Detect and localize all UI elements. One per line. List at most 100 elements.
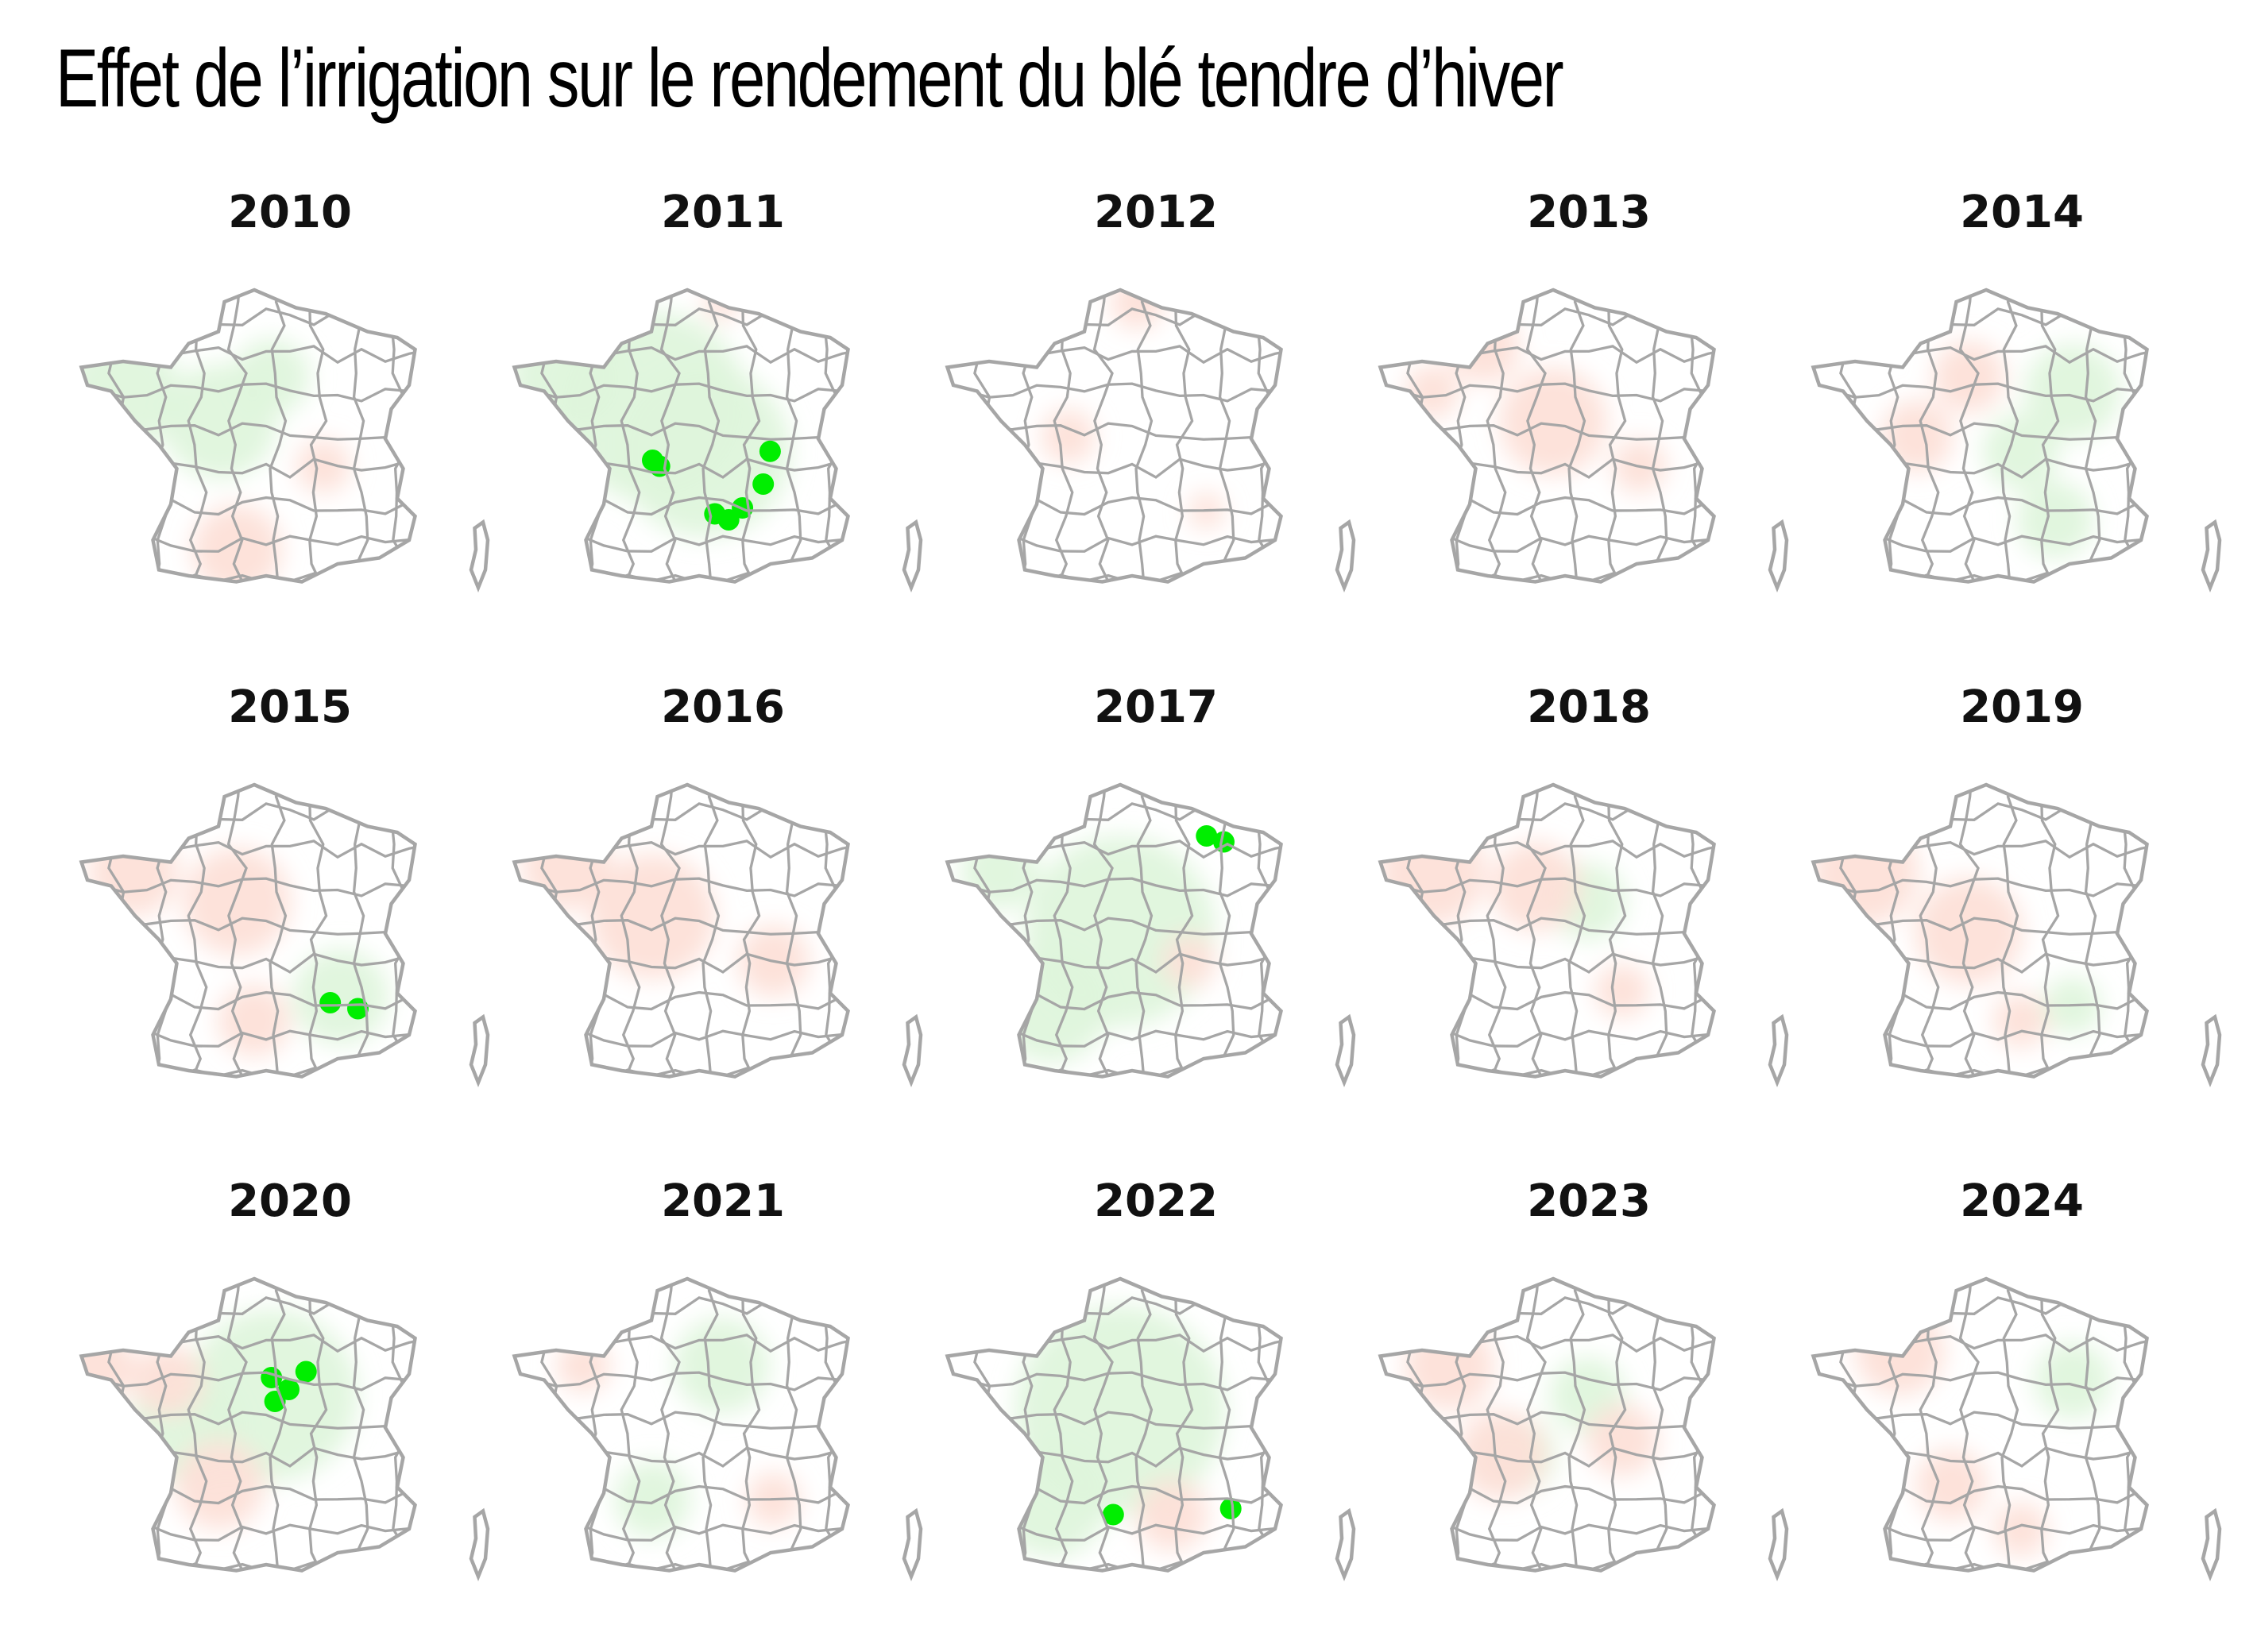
france-outline <box>512 782 850 1079</box>
loss-area-0 <box>192 504 282 582</box>
year-label: 2016 <box>661 681 785 733</box>
loss-area-0 <box>1881 400 1953 473</box>
map-2020 <box>79 1276 490 1582</box>
map-2011 <box>512 288 923 593</box>
france-outline <box>945 288 1283 584</box>
map-2012 <box>945 288 1356 593</box>
loss-area-0 <box>1813 818 1919 925</box>
france-outline <box>79 288 417 584</box>
strong-gain-spot-0 <box>1196 825 1218 847</box>
strong-gain-spot-0 <box>1102 1503 1124 1526</box>
map-panel-2019: 2019 <box>1807 681 2236 1126</box>
year-label: 2010 <box>228 187 352 238</box>
map-panel-2024: 2024 <box>1807 1175 2236 1620</box>
year-label: 2020 <box>228 1175 352 1227</box>
year-label: 2014 <box>1960 187 2084 238</box>
corsica-outline <box>1335 1013 1356 1088</box>
year-label: 2018 <box>1527 681 1651 733</box>
corsica-outline <box>1768 1507 1789 1582</box>
year-label: 2023 <box>1527 1175 1651 1227</box>
map-2021 <box>512 1276 923 1582</box>
corsica-outline <box>469 1507 490 1582</box>
map-2010 <box>79 288 490 593</box>
gain-area-0 <box>2034 1342 2111 1419</box>
gain-area-0 <box>292 949 388 1044</box>
france-outline <box>945 782 1283 1079</box>
map-2018 <box>1378 782 1789 1088</box>
map-2019 <box>1811 782 2222 1088</box>
map-panel-2021: 2021 <box>508 1175 937 1620</box>
gain-area-2 <box>233 338 310 415</box>
loss-area-1 <box>296 439 350 493</box>
strong-gain-spot-3 <box>295 1361 317 1383</box>
loss-area-1 <box>1933 341 2005 413</box>
loss-area-1 <box>589 854 716 979</box>
map-panel-2014: 2014 <box>1807 187 2236 631</box>
loss-area-0 <box>88 827 178 917</box>
map-panel-2023: 2023 <box>1374 1175 1803 1620</box>
map-panel-2011: 2011 <box>508 187 937 631</box>
loss-area-1 <box>183 847 291 955</box>
map-2024 <box>1811 1276 2222 1582</box>
map-2013 <box>1378 288 1789 593</box>
map-2017 <box>945 782 1356 1088</box>
france-outline <box>1378 1276 1716 1573</box>
corsica-outline <box>469 1013 490 1088</box>
loss-area-0 <box>1405 1321 1494 1411</box>
corsica-outline <box>902 1507 923 1582</box>
corsica-outline <box>1335 519 1356 593</box>
page-title: Effet de l’irrigation sur le rendement d… <box>56 33 1564 125</box>
corsica-outline <box>2201 1507 2222 1582</box>
france-outline <box>512 288 850 584</box>
map-panel-2010: 2010 <box>75 187 504 631</box>
loss-area-1 <box>132 1345 204 1417</box>
strong-gain-spot-5 <box>759 440 781 462</box>
corsica-outline <box>2201 519 2222 593</box>
strong-gain-spot-1 <box>1219 1498 1242 1519</box>
strong-gain-spot-2 <box>1254 1048 1277 1071</box>
loss-area-1 <box>1915 878 2023 985</box>
loss-area-2 <box>1042 409 1096 464</box>
corsica-outline <box>902 1013 923 1088</box>
corsica-outline <box>1335 1507 1356 1582</box>
gain-area-1 <box>2017 481 2093 558</box>
loss-area-0 <box>1136 1479 1208 1550</box>
loss-area-0 <box>1380 818 1486 925</box>
map-panel-2020: 2020 <box>75 1175 504 1620</box>
strong-gain-spot-1 <box>1213 831 1235 853</box>
year-label: 2017 <box>1094 681 1218 733</box>
map-panel-2022: 2022 <box>941 1175 1370 1620</box>
france-outline <box>79 1276 417 1573</box>
year-label: 2013 <box>1527 187 1651 238</box>
france-outline <box>1811 288 2149 584</box>
gain-area-0 <box>2024 344 2120 440</box>
loss-area-0 <box>1162 934 1216 988</box>
loss-area-1 <box>1456 1410 1546 1500</box>
france-outline <box>1378 782 1716 1079</box>
strong-gain-spot-4 <box>752 473 775 495</box>
france-outline <box>1378 288 1716 584</box>
map-panel-2013: 2013 <box>1374 187 1803 631</box>
loss-area-1 <box>1491 842 1581 932</box>
loss-area-2 <box>1586 1404 1658 1476</box>
year-label: 2012 <box>1094 187 1218 238</box>
map-panel-2016: 2016 <box>508 681 937 1126</box>
year-label: 2022 <box>1094 1175 1218 1227</box>
corsica-outline <box>1768 1013 1789 1088</box>
loss-area-2 <box>1595 963 1649 1018</box>
loss-area-0 <box>1111 290 1165 330</box>
map-panel-2018: 2018 <box>1374 681 1803 1126</box>
france-outline <box>79 782 417 1079</box>
strong-gain-spot-1 <box>319 992 342 1013</box>
corsica-outline <box>1768 519 1789 593</box>
map-panel-2012: 2012 <box>941 187 1370 631</box>
map-2014 <box>1811 288 2222 593</box>
france-outline <box>512 1276 850 1573</box>
loss-area-0 <box>1499 368 1607 476</box>
strong-gain-spot-0 <box>347 998 369 1020</box>
map-2023 <box>1378 1276 1789 1582</box>
map-2016 <box>512 782 923 1088</box>
year-label: 2019 <box>1960 681 2084 733</box>
france-outline <box>1811 782 2149 1079</box>
